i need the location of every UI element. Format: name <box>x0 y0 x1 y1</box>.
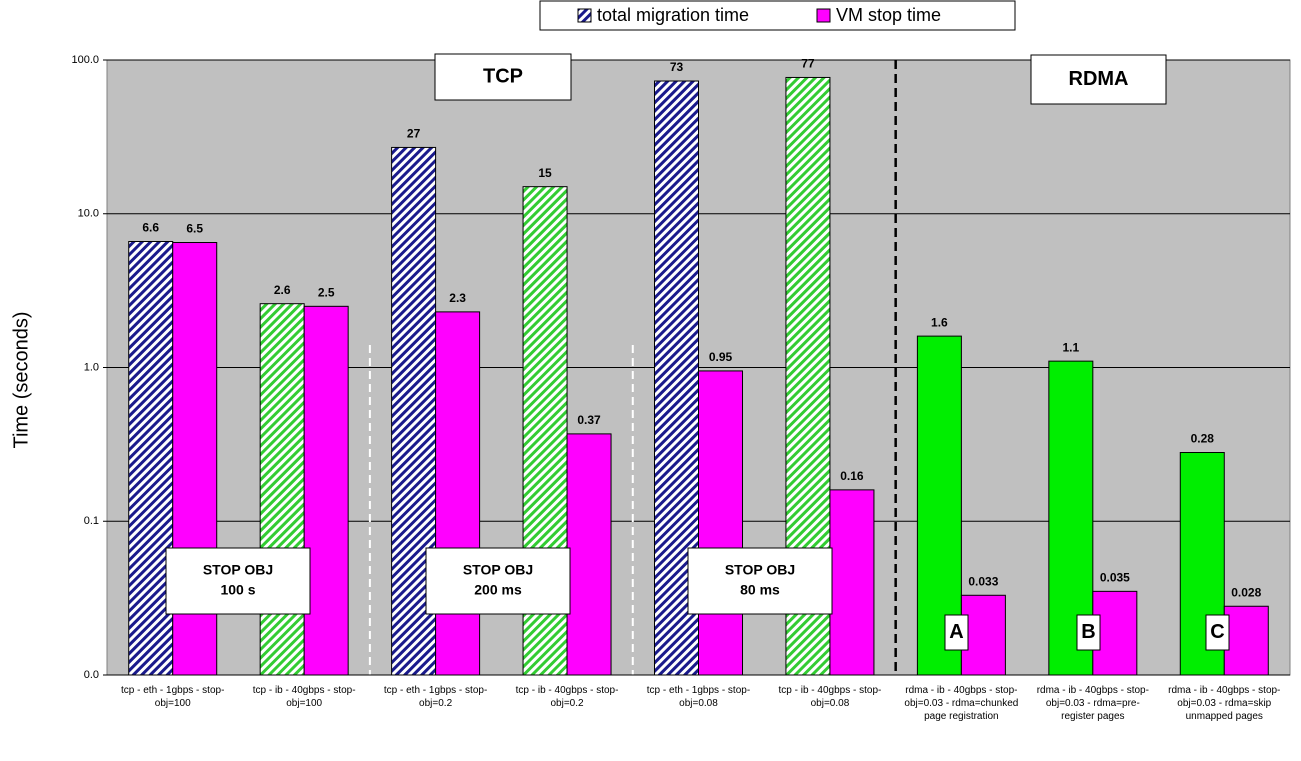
x-tick-label: rdma - ib - 40gbps - stop-obj=0.03 - rdm… <box>904 685 1019 722</box>
data-label: 6.5 <box>186 222 203 236</box>
bar <box>566 433 612 676</box>
legend-label: VM stop time <box>836 5 941 25</box>
y-tick-label: 100.0 <box>71 54 99 66</box>
annotation-box <box>425 547 571 615</box>
annotation: 80 ms <box>740 582 780 598</box>
annotation: TCP <box>483 65 523 87</box>
annotation-box <box>944 614 969 651</box>
x-tick-label: rdma - ib - 40gbps - stop-obj=0.03 - rdm… <box>1036 685 1149 722</box>
annotation: STOP OBJ <box>725 562 795 578</box>
annotation: C <box>1210 621 1224 643</box>
data-label: 2.5 <box>318 285 335 299</box>
legend-swatch <box>816 8 831 23</box>
x-tick-label: rdma - ib - 40gbps - stop-obj=0.03 - rdm… <box>1168 685 1281 722</box>
y-tick-label: 10.0 <box>78 208 99 220</box>
data-label: 0.37 <box>577 413 601 427</box>
bar <box>698 370 743 676</box>
annotation-box <box>1076 614 1101 651</box>
y-tick-label: 0.1 <box>84 515 99 527</box>
annotation-box <box>687 547 833 615</box>
annotation: A <box>949 621 963 643</box>
data-label: 0.033 <box>968 574 998 588</box>
x-tick-label: tcp - ib - 40gbps - stop-obj=100 <box>252 685 356 709</box>
data-label: 27 <box>407 127 421 141</box>
annotation: 100 s <box>220 582 255 598</box>
legend-swatch <box>577 8 592 23</box>
annotation: B <box>1081 621 1095 643</box>
data-label: 6.6 <box>142 221 159 235</box>
bar <box>259 303 305 676</box>
legend-label: total migration time <box>597 5 749 25</box>
bar <box>829 489 875 676</box>
data-label: 1.1 <box>1062 340 1079 354</box>
legend-box <box>539 0 1016 31</box>
bar <box>391 146 437 676</box>
x-tick-label: tcp - eth - 1gbps - stop-obj=0.2 <box>383 685 488 709</box>
annotation: STOP OBJ <box>203 562 273 578</box>
data-label: 2.6 <box>274 283 291 297</box>
x-tick-label: tcp - ib - 40gbps - stop-obj=0.08 <box>778 685 882 709</box>
y-axis-label: Time (seconds) <box>10 311 32 448</box>
data-label: 77 <box>801 57 815 71</box>
data-label: 0.035 <box>1100 571 1130 585</box>
x-tick-label: tcp - eth - 1gbps - stop-obj=100 <box>121 685 225 709</box>
annotation-box <box>434 53 572 101</box>
data-label: 0.28 <box>1191 432 1215 446</box>
bar <box>435 311 481 676</box>
annotation: STOP OBJ <box>463 562 533 578</box>
annotation: 200 ms <box>474 582 522 598</box>
data-label: 0.028 <box>1231 585 1261 599</box>
bar <box>960 594 1006 676</box>
annotation-box <box>1030 54 1167 105</box>
bar <box>1223 605 1269 676</box>
y-tick-label: 1.0 <box>84 361 99 373</box>
data-label: 2.3 <box>449 291 466 305</box>
x-tick-label: tcp - eth - 1gbps - stop-obj=0.08 <box>646 685 751 709</box>
y-tick-label: 0.0 <box>84 669 99 681</box>
annotation: RDMA <box>1069 68 1129 90</box>
x-tick-label: tcp - ib - 40gbps - stop-obj=0.2 <box>515 685 619 709</box>
annotation-box <box>165 547 311 615</box>
annotation-box <box>1205 614 1230 651</box>
bar <box>128 240 174 676</box>
data-label: 15 <box>538 166 552 180</box>
data-label: 0.95 <box>709 350 733 364</box>
data-label: 0.16 <box>840 469 864 483</box>
data-label: 73 <box>670 60 684 74</box>
bar <box>303 305 349 676</box>
data-label: 1.6 <box>931 315 948 329</box>
